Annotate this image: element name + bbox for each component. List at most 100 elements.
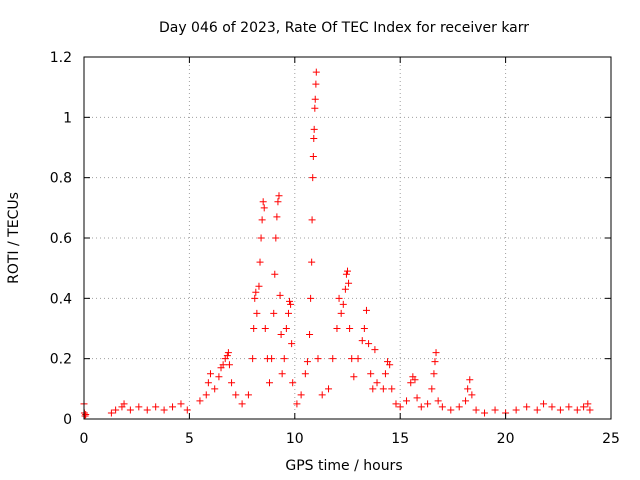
data-point — [312, 68, 320, 76]
data-point — [260, 204, 268, 212]
data-point — [112, 406, 120, 414]
y-tick-label: 0.8 — [50, 171, 72, 187]
data-point — [438, 403, 446, 411]
data-point — [362, 306, 370, 314]
data-point — [297, 391, 305, 399]
data-point — [424, 400, 432, 408]
data-point — [288, 340, 296, 348]
y-tick-label: 0.2 — [50, 352, 72, 368]
data-point — [289, 379, 297, 387]
x-tick-label: 0 — [80, 431, 89, 447]
data-point — [428, 385, 436, 393]
data-point — [303, 358, 311, 366]
data-point — [337, 309, 345, 317]
data-point — [341, 285, 349, 293]
data-point — [287, 300, 295, 308]
data-point — [346, 325, 354, 332]
data-point — [225, 361, 233, 369]
data-point — [244, 391, 252, 399]
data-point — [573, 406, 581, 414]
data-point — [169, 403, 177, 411]
data-point — [211, 385, 219, 393]
data-point — [369, 385, 377, 393]
data-point — [309, 153, 317, 161]
data-point — [580, 403, 588, 411]
data-point — [256, 258, 264, 266]
data-point — [348, 355, 356, 363]
data-point — [318, 391, 326, 399]
grid — [84, 57, 611, 419]
data-point — [431, 358, 439, 366]
data-point — [339, 300, 347, 308]
data-point — [344, 267, 351, 275]
data-point — [540, 400, 548, 408]
data-point — [512, 406, 520, 414]
data-point — [388, 385, 396, 393]
data-point — [251, 294, 259, 302]
data-point — [135, 403, 143, 411]
data-point — [272, 234, 280, 242]
data-point — [266, 379, 274, 387]
data-point — [548, 403, 556, 411]
x-axis-title: GPS time / hours — [285, 458, 402, 474]
data-point — [307, 294, 315, 302]
data-point — [278, 370, 286, 378]
data-point — [309, 174, 317, 182]
data-point — [314, 355, 322, 363]
data-point — [310, 134, 318, 142]
data-point — [312, 80, 320, 88]
data-point — [196, 397, 204, 405]
data-point — [261, 325, 269, 332]
x-tick-label: 15 — [391, 431, 409, 447]
data-point — [481, 409, 489, 417]
chart-title: Day 046 of 2023, Rate Of TEC Index for r… — [159, 20, 529, 36]
data-point — [126, 406, 134, 414]
plot-frame — [83, 56, 612, 420]
data-point — [417, 403, 425, 411]
data-point — [215, 373, 223, 381]
data-point — [358, 337, 366, 345]
data-point — [177, 400, 185, 408]
data-point — [335, 294, 343, 302]
data-point — [379, 385, 387, 393]
data-point — [586, 406, 594, 414]
data-point — [273, 213, 281, 221]
data-point — [367, 370, 375, 378]
data-point — [468, 391, 476, 399]
x-tick-label: 25 — [602, 431, 620, 447]
data-point — [350, 373, 358, 381]
data-point — [268, 355, 276, 363]
data-point — [271, 270, 279, 278]
data-point — [202, 391, 210, 399]
data-point — [434, 397, 442, 405]
data-point — [238, 400, 246, 408]
data-point — [257, 234, 265, 242]
data-point — [293, 400, 301, 408]
data-point — [360, 325, 368, 332]
data-point — [249, 355, 257, 363]
x-tick-label: 10 — [286, 431, 304, 447]
x-tick-label: 5 — [185, 431, 194, 447]
y-tick-label: 0 — [63, 412, 72, 428]
data-point — [371, 346, 379, 354]
data-point — [403, 397, 411, 405]
data-point — [206, 370, 214, 378]
data-point — [447, 406, 455, 414]
data-point — [491, 406, 499, 414]
data-point — [333, 325, 341, 332]
data-point — [308, 258, 316, 266]
data-point — [556, 406, 564, 414]
data-point — [472, 406, 480, 414]
data-point — [464, 385, 472, 393]
data-point — [120, 400, 128, 408]
x-axis: 0 5 10 15 20 25 — [80, 57, 620, 447]
data-point — [386, 361, 394, 369]
data-point — [276, 291, 284, 299]
data-point — [342, 270, 350, 278]
data-points — [80, 68, 594, 420]
data-point — [413, 394, 421, 402]
data-point — [365, 340, 373, 348]
data-point — [286, 297, 294, 305]
data-point — [143, 406, 151, 414]
data-point — [381, 370, 389, 378]
